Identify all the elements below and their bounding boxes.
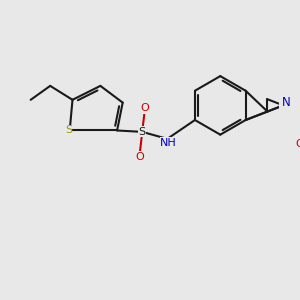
Text: N: N [282,96,290,109]
Text: O: O [135,152,144,162]
Text: S: S [65,125,72,136]
Text: NH: NH [160,138,177,148]
Text: O: O [141,103,149,113]
Text: S: S [139,127,146,137]
Text: O: O [296,140,300,149]
